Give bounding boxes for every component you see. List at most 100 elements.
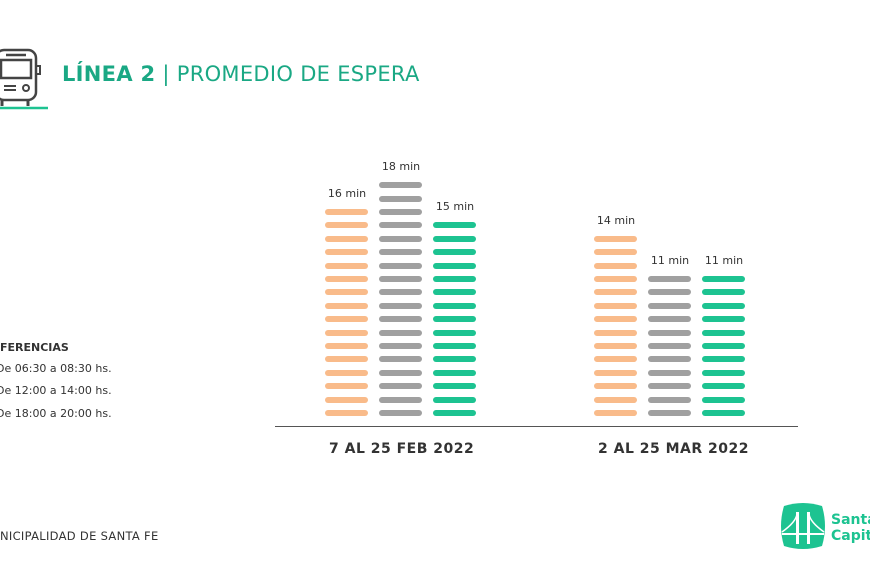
santa-fe-logo-icon [781,503,825,549]
bar-segment [325,396,368,403]
bar-segment [379,195,422,202]
bar-segment [702,289,745,296]
title-rest: PROMEDIO DE ESPERA [176,62,420,86]
bar-segment [325,302,368,309]
bar-segment [594,396,637,403]
bar-segment [433,410,476,416]
bar-segment [379,329,422,336]
page-title: LÍNEA 2 | PROMEDIO DE ESPERA [62,62,420,86]
bar-segment [433,369,476,376]
bar-segment [594,343,637,349]
x-axis-line [275,426,798,427]
bar-segment [325,222,368,229]
bar-segment [648,289,691,296]
bar-segment [433,262,476,269]
bar-segment [379,262,422,269]
bar-segment [648,343,691,349]
bar-segment [433,222,476,229]
bar-segment [648,356,691,363]
bar-segment [325,383,368,390]
bar-segment [648,396,691,403]
bar-segment [433,249,476,256]
legend-item-noon: De 12:00 a 14:00 hs. [0,384,112,397]
bar-segment [594,302,637,309]
bar-segment [325,276,368,282]
bar-segment [594,369,637,376]
bar-segment [325,343,368,349]
bar-segment [379,182,422,189]
bar-segment [702,343,745,349]
bar-segment [379,276,422,282]
bar-segment [702,369,745,376]
bar-segment [379,209,422,215]
bar-segment [433,356,476,363]
bar-segment [648,302,691,309]
bar-segment [648,410,691,416]
bar-segment [594,316,637,323]
title-separator: | [162,62,170,86]
bar-segment [325,369,368,376]
bar-segment [702,356,745,363]
bar-segment [433,302,476,309]
bar-segment [379,222,422,229]
bar-segment [702,396,745,403]
legend-item-morning: De 06:30 a 08:30 hs. [0,362,112,375]
bar-segment [379,343,422,349]
logo-text-1: Santa [831,512,870,528]
data-label: 14 min [596,213,636,227]
legend-item-evening: De 18:00 a 20:00 hs. [0,407,112,420]
bar-segment [594,329,637,336]
category-label-mar: 2 AL 25 MAR 2022 [598,441,749,457]
bar-segment [325,209,368,215]
bar-segment [325,410,368,416]
bar-segment [379,396,422,403]
bar-segment [702,383,745,390]
bar-segment [325,316,368,323]
bar-segment [325,329,368,336]
footer-municipality: NICIPALIDAD DE SANTA FE [0,529,159,543]
legend-title: FERENCIAS [0,341,69,354]
bar-segment [702,410,745,416]
bar-segment [594,383,637,390]
bar-segment [325,249,368,256]
bar-segment [379,302,422,309]
bar-segment [648,369,691,376]
bar-segment [433,235,476,242]
bar-segment [325,235,368,242]
bar-segment [433,396,476,403]
bar-segment [648,329,691,336]
bar-segment [433,276,476,282]
bar-segment [594,410,637,416]
bar-segment [702,276,745,282]
data-label: 15 min [435,200,475,214]
bar-segment [433,383,476,390]
data-label: 18 min [381,160,421,174]
category-label-feb: 7 AL 25 FEB 2022 [329,441,475,457]
bar-segment [433,316,476,323]
bar-segment [594,289,637,296]
bar-segment [594,276,637,282]
bar-segment [702,316,745,323]
bar-segment [379,235,422,242]
bar-segment [433,289,476,296]
bar-segment [379,316,422,323]
bar-segment [379,356,422,363]
logo-text-2: Capita [831,528,870,544]
bar-segment [702,302,745,309]
bar-segment [379,383,422,390]
bar-segment [325,262,368,269]
bar-segment [594,235,637,242]
data-label: 16 min [327,187,367,200]
bar-segment [594,356,637,363]
bar-segment [702,329,745,336]
bus-icon [0,48,48,110]
bar-segment [594,249,637,256]
bar-segment [433,343,476,349]
bar-segment [325,356,368,363]
bar-segment [379,410,422,416]
bar-segment [379,369,422,376]
data-label: 11 min [650,254,690,267]
bar-segment [325,289,368,296]
bar-segment [594,262,637,269]
title-bold: LÍNEA 2 [62,62,156,86]
